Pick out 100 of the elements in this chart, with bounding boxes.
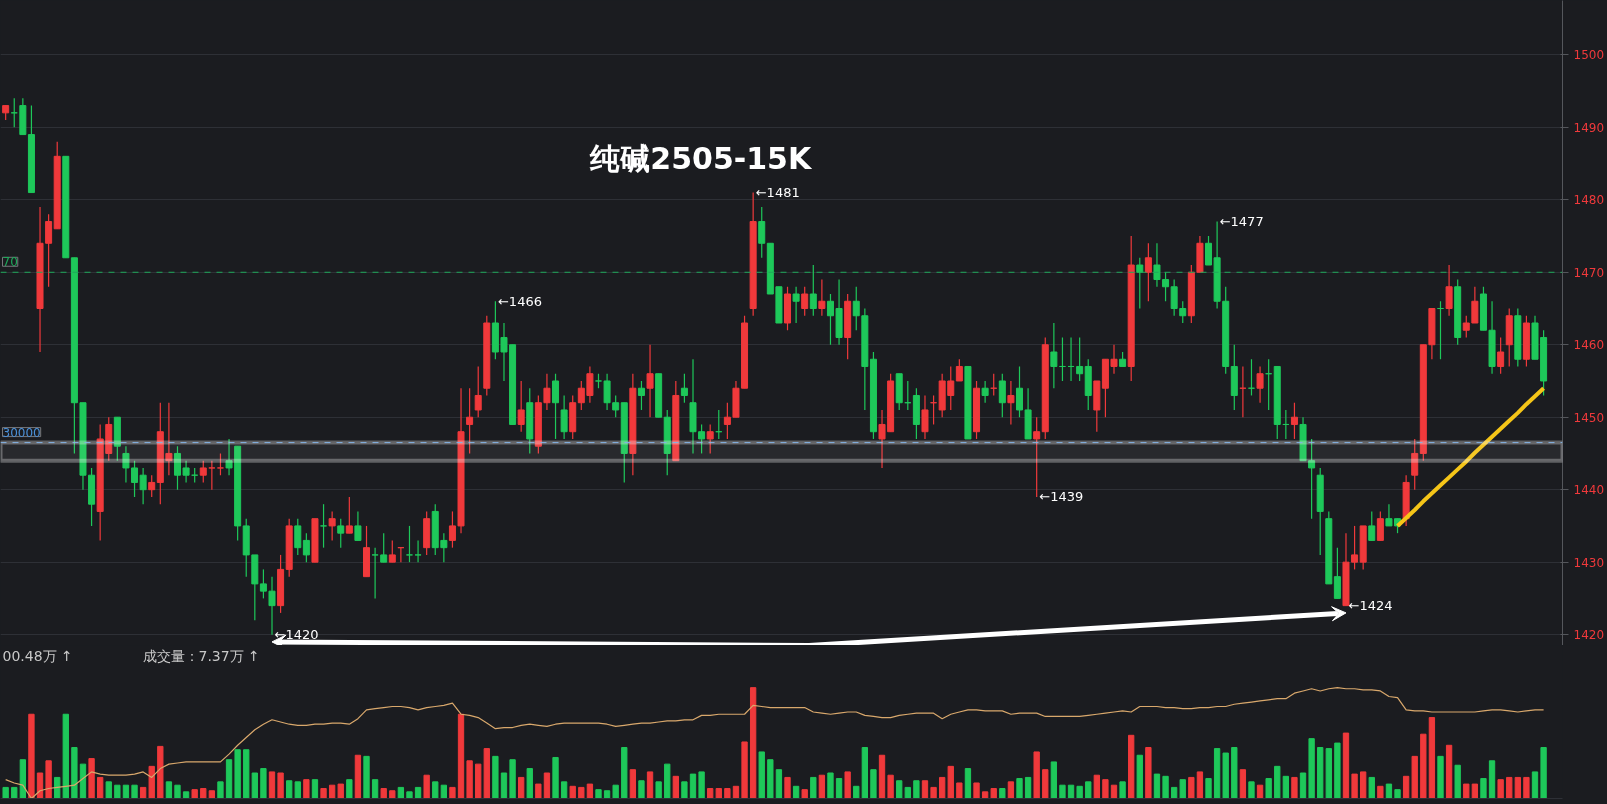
annotation: ←1439: [1039, 489, 1084, 505]
bar: [784, 776, 791, 799]
bar: [758, 751, 765, 799]
bar: [79, 763, 87, 799]
candlestick: [371, 547, 379, 599]
bar: [311, 779, 319, 799]
bar: [1205, 778, 1212, 799]
bar: [1385, 783, 1393, 799]
candlestick: [320, 503, 328, 549]
candlestick: [560, 394, 568, 440]
bar: [698, 771, 705, 799]
bar: [1308, 738, 1315, 799]
bar: [535, 783, 542, 799]
bar: [1188, 776, 1195, 799]
bar: [939, 776, 946, 799]
bar: [200, 788, 207, 799]
bar: [621, 747, 628, 799]
bar: [956, 782, 963, 799]
annotation: 70: [2, 255, 18, 270]
bar: [1463, 783, 1470, 799]
bar: [1024, 776, 1032, 799]
annotation: ←1481: [755, 185, 800, 201]
bar: [964, 768, 972, 799]
bar: [801, 789, 808, 799]
bar: [251, 772, 258, 799]
bar: [835, 778, 843, 799]
bar: [294, 781, 301, 799]
candlestick: [208, 460, 216, 491]
bar: [182, 791, 190, 799]
bar: [260, 768, 267, 799]
bar: [999, 788, 1006, 799]
bar: [286, 780, 293, 799]
y-tick-label: 1450: [1573, 410, 1605, 425]
bar: [174, 784, 181, 799]
bar: [1274, 765, 1281, 799]
bar: [1480, 778, 1487, 799]
candlestick: [792, 286, 800, 324]
candlestick: [552, 373, 560, 440]
bar: [878, 754, 886, 799]
bar: [1256, 784, 1264, 799]
bar: [1153, 773, 1161, 799]
candlestick: [998, 373, 1006, 418]
bar: [1351, 773, 1358, 799]
bar: [1085, 781, 1092, 799]
bar: [646, 771, 654, 799]
bar: [303, 779, 310, 799]
candlestick: [1462, 315, 1470, 339]
candlestick: [474, 365, 482, 418]
bar: [818, 774, 826, 799]
bar: [1299, 772, 1307, 799]
bar: [406, 791, 413, 799]
bar: [1454, 764, 1461, 799]
candlestick: [758, 206, 766, 259]
candlestick: [1144, 242, 1152, 302]
bar: [2, 786, 9, 799]
candlestick: [680, 373, 688, 404]
bar: [1402, 775, 1410, 799]
bar: [1471, 783, 1479, 799]
bar: [1093, 774, 1100, 799]
bar: [724, 788, 731, 799]
candlestick: [921, 394, 929, 440]
candlestick: [328, 510, 336, 542]
bar: [638, 780, 645, 799]
bar: [389, 790, 396, 799]
candlestick: [1471, 286, 1479, 324]
bar: [810, 776, 817, 799]
bar: [586, 783, 594, 799]
bar: [337, 783, 344, 799]
bar: [578, 786, 585, 799]
bar: [1377, 785, 1384, 799]
candlestick: [646, 344, 654, 418]
annotation: ←1420: [274, 627, 319, 643]
bar: [921, 780, 929, 799]
candlestick: [148, 474, 156, 498]
bar: [277, 772, 284, 799]
bar: [11, 786, 18, 799]
bar: [930, 786, 937, 799]
candlestick: [1445, 264, 1453, 317]
bar: [629, 769, 637, 799]
bar: [320, 788, 327, 799]
candlestick: [955, 358, 963, 382]
bar: [990, 788, 997, 799]
bar: [28, 713, 35, 799]
bar: [380, 788, 387, 799]
bar: [844, 771, 851, 799]
bar: [157, 745, 164, 799]
candlestick: [1033, 416, 1041, 498]
bar: [1420, 733, 1427, 799]
bar: [1110, 784, 1118, 799]
candlestick: [1368, 510, 1376, 542]
bar: [1162, 775, 1169, 799]
bar: [1265, 778, 1272, 799]
bar: [19, 759, 26, 799]
bar: [1007, 781, 1015, 799]
bar: [913, 780, 920, 799]
bar: [1050, 761, 1058, 799]
y-tick-label: 1500: [1573, 48, 1605, 63]
annotation: ←1477: [1219, 214, 1264, 230]
candlestick: [981, 380, 989, 404]
bar: [1231, 747, 1238, 799]
